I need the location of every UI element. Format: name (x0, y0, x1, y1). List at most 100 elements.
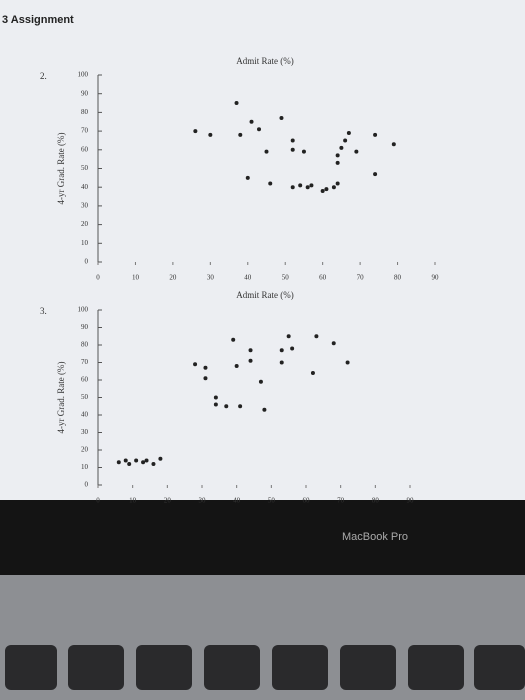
data-point (391, 142, 396, 147)
data-point (158, 456, 163, 461)
y-tick-label: 10 (81, 463, 89, 471)
x-tick-label: 40 (244, 274, 252, 282)
y-tick-label: 50 (81, 393, 89, 401)
data-point (309, 183, 314, 188)
x-tick-label: 10 (132, 274, 140, 282)
y-tick-label: 90 (81, 323, 89, 331)
data-point (339, 145, 344, 150)
data-point (213, 395, 218, 400)
data-point (310, 371, 315, 375)
data-point (141, 460, 146, 465)
x-tick-label: 60 (319, 274, 327, 282)
data-point (335, 181, 340, 186)
data-point (305, 185, 310, 190)
x-tick-label: 20 (169, 274, 177, 282)
y-tick-label: 30 (81, 202, 89, 210)
data-point (335, 160, 340, 165)
bezel-label: MacBook Pro (342, 531, 408, 543)
data-point (193, 362, 198, 367)
data-point (151, 462, 156, 466)
data-point (354, 149, 359, 154)
data-point (123, 458, 128, 463)
x-tick-label: 0 (96, 497, 100, 505)
y-tick-label: 70 (81, 358, 89, 366)
data-point (264, 149, 269, 154)
data-point (268, 181, 273, 186)
y-tick-label: 60 (81, 145, 89, 153)
x-axis-label: Admit Rate (%) (236, 290, 294, 300)
data-point (249, 119, 254, 124)
data-point (213, 402, 218, 407)
data-point (279, 116, 284, 121)
data-point (373, 132, 378, 137)
data-point (290, 346, 295, 351)
data-point (257, 127, 262, 132)
data-point (301, 149, 306, 154)
y-tick-label: 0 (85, 481, 89, 489)
data-point (343, 138, 348, 143)
data-point (144, 458, 149, 463)
data-point (248, 358, 253, 363)
data-point (127, 462, 132, 466)
y-axis-label: 4-yr Grad. Rate (%) (56, 133, 66, 205)
y-axis-label: 4-yr Grad. Rate (%) (56, 362, 66, 434)
data-point (203, 376, 208, 381)
data-point (290, 185, 295, 190)
data-point (231, 337, 236, 342)
data-point (335, 153, 340, 158)
data-point (234, 364, 239, 368)
data-point (279, 348, 284, 353)
screen (0, 0, 525, 500)
x-tick-label: 0 (96, 274, 100, 282)
top-label: Admit Rate (%) (236, 56, 294, 66)
x-tick-label: 10 (129, 497, 137, 505)
y-tick-label: 90 (81, 89, 89, 97)
y-tick-label: 20 (81, 446, 89, 454)
data-point (324, 187, 329, 192)
chart-number: 2. (40, 71, 47, 81)
data-point (208, 132, 213, 137)
x-tick-label: 40 (233, 497, 241, 505)
x-tick-label: 90 (432, 274, 440, 282)
data-point (345, 360, 350, 365)
data-point (258, 379, 263, 384)
x-tick-label: 60 (303, 497, 311, 505)
data-point (331, 185, 336, 190)
y-tick-label: 0 (85, 258, 89, 266)
chart-number: 3. (40, 306, 47, 316)
data-point (248, 348, 253, 353)
data-point (134, 458, 139, 463)
data-point (262, 407, 267, 412)
data-point (224, 404, 229, 409)
data-point (373, 172, 378, 177)
bezel (0, 500, 525, 575)
y-tick-label: 70 (81, 127, 89, 135)
y-tick-label: 30 (81, 428, 89, 436)
x-tick-label: 80 (372, 497, 380, 505)
data-point (286, 334, 291, 339)
x-tick-label: 20 (164, 497, 172, 505)
data-point (290, 138, 295, 143)
data-point (298, 183, 303, 188)
x-tick-label: 70 (357, 274, 365, 282)
y-tick-label: 20 (81, 220, 89, 228)
y-tick-label: 40 (81, 183, 89, 191)
data-point (234, 101, 239, 106)
x-tick-label: 50 (282, 274, 290, 282)
data-point (238, 404, 243, 409)
data-point (346, 130, 351, 135)
assignment-title: 3 Assignment (2, 14, 74, 26)
y-tick-label: 80 (81, 108, 89, 116)
x-tick-label: 80 (394, 274, 402, 282)
data-point (279, 360, 284, 365)
x-tick-label: 70 (337, 497, 345, 505)
data-point (116, 460, 121, 465)
y-tick-label: 100 (78, 71, 89, 79)
data-point (203, 365, 208, 370)
y-tick-label: 10 (81, 239, 89, 247)
data-point (331, 341, 336, 346)
function-keys (5, 645, 525, 690)
data-point (238, 132, 243, 137)
data-point (290, 147, 295, 152)
